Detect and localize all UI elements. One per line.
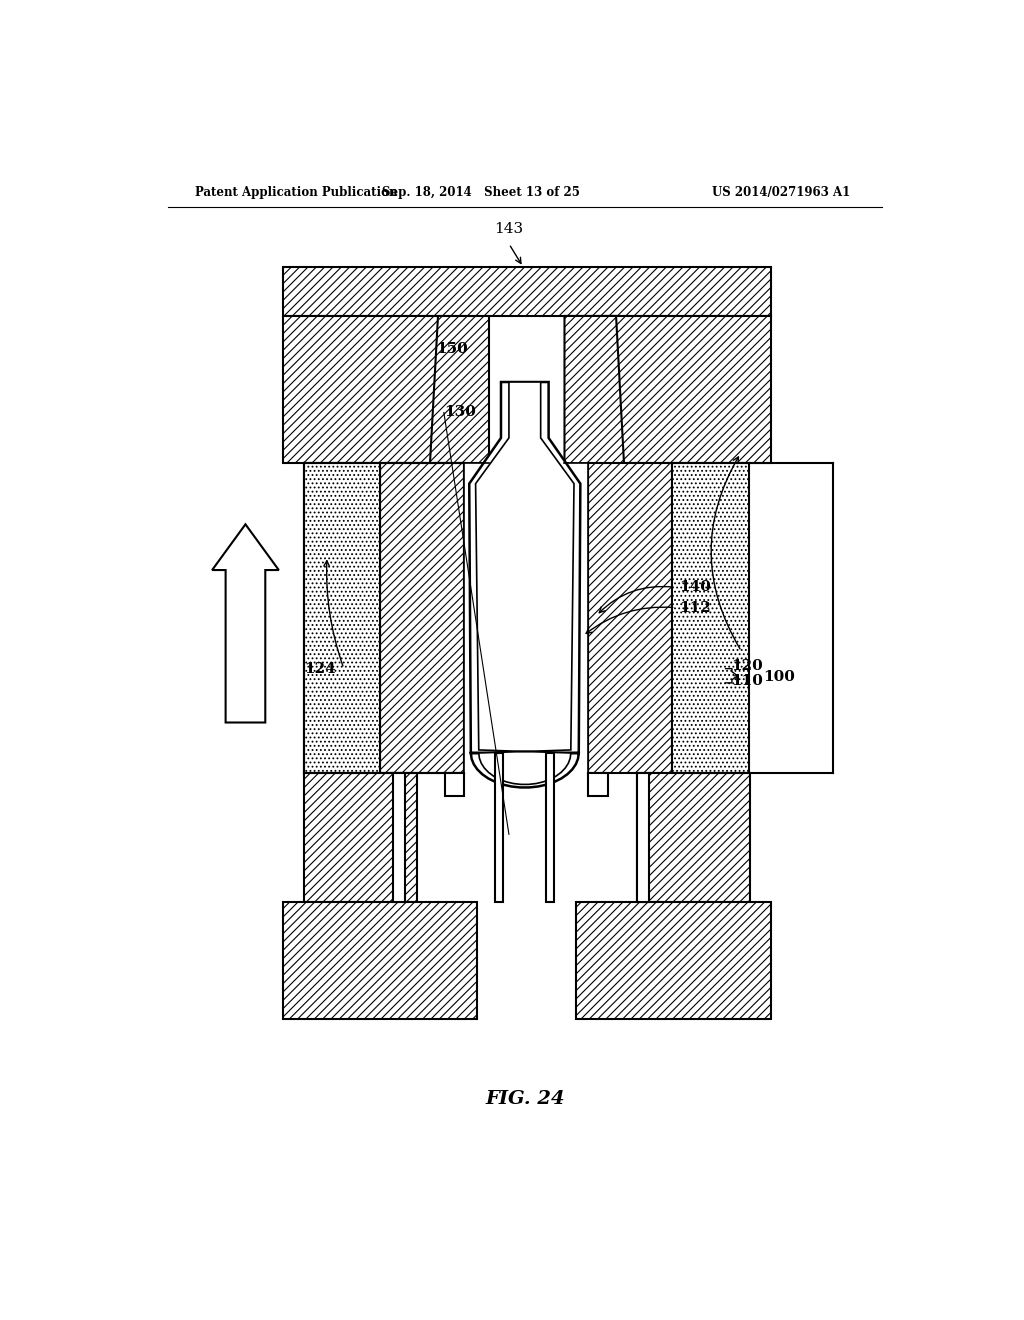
Polygon shape [212, 524, 279, 722]
Bar [283, 903, 477, 1019]
Bar [588, 463, 673, 774]
Text: 120: 120 [731, 660, 763, 673]
Bar [608, 315, 771, 463]
Text: US 2014/0271963 A1: US 2014/0271963 A1 [712, 186, 850, 199]
Bar [444, 774, 465, 796]
Bar [638, 774, 751, 903]
Bar [304, 774, 417, 903]
Polygon shape [564, 315, 624, 463]
Bar [283, 267, 771, 315]
Text: FIG. 24: FIG. 24 [485, 1089, 564, 1107]
Text: 100: 100 [763, 669, 795, 684]
Bar [380, 463, 465, 774]
Bar [588, 774, 608, 796]
Text: 140: 140 [680, 581, 712, 594]
Text: 110: 110 [731, 675, 763, 688]
Bar [283, 315, 445, 463]
Bar [577, 903, 771, 1019]
Bar [546, 752, 554, 903]
Text: Sep. 18, 2014   Sheet 13 of 25: Sep. 18, 2014 Sheet 13 of 25 [382, 186, 580, 199]
Bar [465, 463, 588, 774]
Text: Patent Application Publication: Patent Application Publication [196, 186, 398, 199]
Text: 143: 143 [495, 222, 523, 236]
Text: 112: 112 [680, 601, 712, 615]
Polygon shape [475, 381, 574, 784]
Text: 150: 150 [436, 342, 468, 356]
Bar [304, 463, 380, 774]
Bar [496, 752, 504, 903]
Bar [638, 774, 649, 903]
Polygon shape [430, 315, 489, 463]
Bar [393, 774, 404, 903]
Polygon shape [469, 381, 581, 788]
Bar [673, 463, 749, 774]
Text: 124: 124 [304, 661, 336, 676]
Text: 130: 130 [443, 405, 476, 420]
